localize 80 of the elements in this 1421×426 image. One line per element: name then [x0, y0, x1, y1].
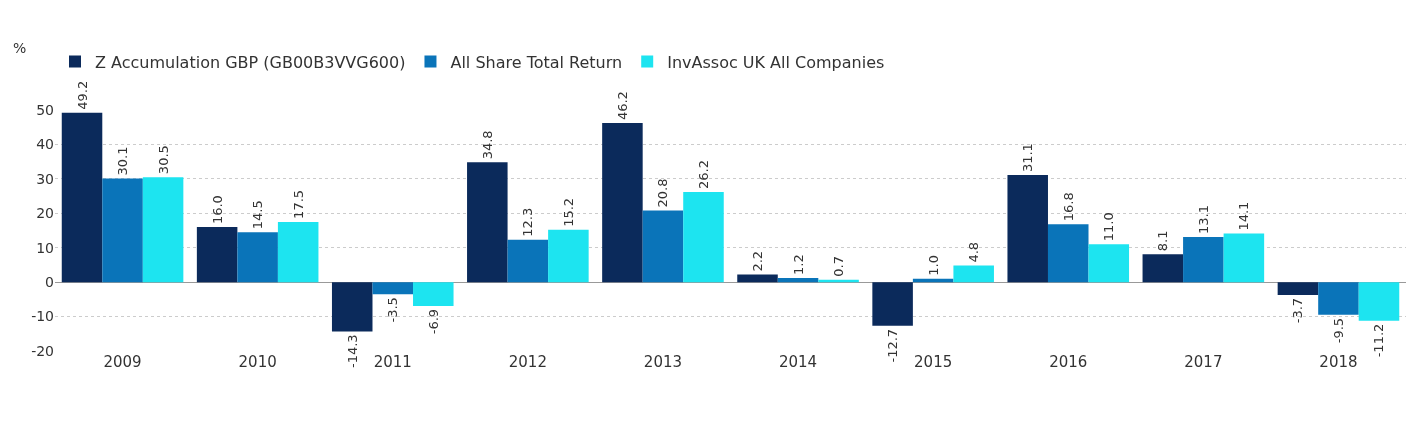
- legend-label: InvAssoc UK All Companies: [667, 52, 885, 72]
- bar: [413, 282, 454, 306]
- bar: [142, 177, 184, 283]
- text: 17.5: [290, 189, 306, 219]
- text: 49.2: [74, 80, 90, 110]
- legend-label: Z Accumulation GBP (GB00B3VVG600): [95, 52, 406, 72]
- bar: [642, 210, 684, 283]
- x-tick-label: 2009: [103, 353, 142, 371]
- bar: [737, 274, 778, 283]
- x-tick-label: 2011: [373, 353, 412, 371]
- y-tick-label: -10: [31, 308, 54, 325]
- bar: [1047, 224, 1089, 283]
- text: 46.2: [614, 91, 630, 121]
- text: -3.5: [385, 297, 401, 323]
- bar: [1183, 237, 1224, 283]
- x-tick-label: 2010: [238, 353, 277, 371]
- text: 14.5: [250, 200, 266, 230]
- y-tick-label: 40: [36, 136, 54, 153]
- x-tick-label: 2012: [508, 353, 547, 371]
- bar: [683, 191, 724, 283]
- text: 1.0: [925, 255, 941, 276]
- text: 13.1: [1195, 205, 1211, 235]
- text: 15.2: [560, 197, 576, 227]
- bar: [277, 221, 319, 283]
- text: 26.2: [695, 159, 711, 189]
- text: 11.0: [1101, 212, 1117, 242]
- text: 8.1: [1155, 230, 1171, 252]
- text: -12.7: [885, 328, 901, 363]
- x-tick-label: 2013: [643, 353, 683, 371]
- bar: [331, 282, 373, 332]
- x-tick-label: 2017: [1184, 353, 1223, 371]
- text: 30.1: [115, 146, 131, 176]
- y-tick-label: -20: [31, 342, 54, 359]
- text: 16.0: [209, 195, 225, 225]
- text: -14.3: [344, 334, 360, 369]
- text: 1.2: [790, 254, 806, 276]
- text: 20.8: [655, 178, 671, 208]
- y-tick-label: 30: [36, 170, 54, 187]
- text: 30.5: [155, 145, 171, 175]
- text: -3.7: [1290, 297, 1306, 324]
- x-tick-label: 2016: [1049, 353, 1088, 371]
- x-tick-label: 2014: [778, 353, 818, 371]
- y-axis-title: %: [13, 40, 27, 56]
- x-tick-label: 2018: [1319, 353, 1358, 371]
- bar: [872, 282, 913, 326]
- bar: [102, 178, 143, 283]
- bar: [61, 112, 103, 283]
- bar: [1318, 282, 1359, 315]
- text: 4.8: [966, 241, 982, 263]
- text: 2.2: [750, 250, 766, 272]
- x-tick-label: 2015: [914, 353, 953, 371]
- text: 0.7: [831, 256, 847, 277]
- bar: [1223, 233, 1265, 283]
- y-tick-label: 0: [45, 274, 54, 291]
- bar: [237, 232, 278, 283]
- text: 14.1: [1236, 201, 1252, 231]
- bar: [953, 265, 994, 283]
- bar: [1142, 254, 1184, 283]
- y-tick-label: 50: [36, 101, 54, 118]
- bar: [467, 162, 508, 283]
- text: 31.1: [1020, 143, 1036, 173]
- bar: [372, 282, 414, 295]
- bar: [602, 123, 643, 283]
- text: -11.2: [1371, 323, 1387, 358]
- bar: [548, 229, 589, 283]
- bar: [1088, 244, 1130, 283]
- bar: [1358, 282, 1400, 321]
- bar: [196, 227, 238, 283]
- text: -9.5: [1330, 317, 1346, 344]
- y-tick-label: 10: [36, 239, 54, 256]
- legend-label: All Share Total Return: [450, 52, 623, 72]
- bar: [777, 278, 819, 283]
- y-tick-label: 20: [36, 205, 54, 222]
- bar: [1007, 175, 1048, 283]
- text: -6.9: [425, 308, 441, 335]
- bar: [1277, 282, 1319, 295]
- text: 34.8: [479, 130, 495, 160]
- text: 12.3: [520, 207, 536, 237]
- bar: [507, 239, 549, 283]
- text: 16.8: [1060, 192, 1076, 222]
